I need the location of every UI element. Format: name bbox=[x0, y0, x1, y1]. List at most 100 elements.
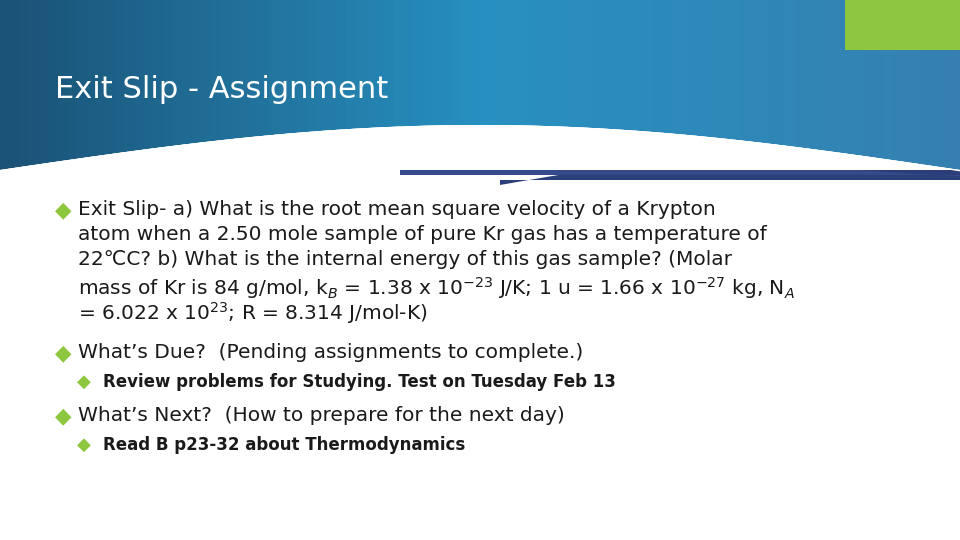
Bar bbox=[106, 0, 115, 170]
Bar bbox=[163, 0, 173, 170]
Bar bbox=[749, 0, 758, 170]
Polygon shape bbox=[500, 155, 960, 185]
Bar bbox=[614, 0, 624, 170]
Bar bbox=[902, 0, 912, 170]
Text: = 6.022 x 10$^{23}$; R = 8.314 J/mol-K): = 6.022 x 10$^{23}$; R = 8.314 J/mol-K) bbox=[78, 300, 427, 326]
Bar bbox=[29, 0, 38, 170]
Text: mass of Kr is 84 g/mol, k$_B$ = 1.38 x 10$^{-23}$ J/K; 1 u = 1.66 x 10$^{-27}$ k: mass of Kr is 84 g/mol, k$_B$ = 1.38 x 1… bbox=[78, 275, 795, 301]
Bar bbox=[288, 0, 298, 170]
Bar bbox=[691, 0, 701, 170]
Text: ◆: ◆ bbox=[55, 200, 71, 220]
Bar bbox=[336, 0, 346, 170]
Bar bbox=[787, 0, 797, 170]
Bar bbox=[624, 0, 634, 170]
Bar bbox=[662, 0, 672, 170]
Bar bbox=[182, 0, 192, 170]
Bar bbox=[518, 0, 528, 170]
Bar bbox=[682, 0, 691, 170]
Bar bbox=[605, 0, 614, 170]
Bar bbox=[720, 0, 730, 170]
Text: Review problems for Studying. Test on Tuesday Feb 13: Review problems for Studying. Test on Tu… bbox=[103, 373, 616, 391]
Bar bbox=[528, 0, 538, 170]
Bar bbox=[480, 0, 490, 170]
Text: Exit Slip - Assignment: Exit Slip - Assignment bbox=[55, 76, 388, 105]
Bar bbox=[0, 0, 10, 170]
Bar bbox=[48, 0, 58, 170]
Polygon shape bbox=[0, 125, 960, 170]
Bar bbox=[576, 0, 586, 170]
Text: What’s Due?  (Pending assignments to complete.): What’s Due? (Pending assignments to comp… bbox=[78, 343, 584, 362]
Bar bbox=[278, 0, 288, 170]
Polygon shape bbox=[0, 125, 960, 170]
Bar bbox=[259, 0, 269, 170]
Bar bbox=[845, 0, 960, 50]
Text: ◆: ◆ bbox=[77, 436, 91, 454]
Bar bbox=[240, 0, 250, 170]
Bar bbox=[115, 0, 125, 170]
Text: ◆: ◆ bbox=[77, 373, 91, 391]
Bar bbox=[653, 0, 662, 170]
Bar bbox=[922, 0, 931, 170]
Bar bbox=[250, 0, 259, 170]
Bar bbox=[883, 0, 893, 170]
Bar bbox=[931, 0, 941, 170]
Bar bbox=[835, 0, 845, 170]
Bar bbox=[634, 0, 643, 170]
Text: atom when a 2.50 mole sample of pure Kr gas has a temperature of: atom when a 2.50 mole sample of pure Kr … bbox=[78, 225, 767, 244]
Bar bbox=[509, 0, 518, 170]
Bar bbox=[384, 0, 394, 170]
Bar bbox=[403, 0, 413, 170]
Bar bbox=[125, 0, 134, 170]
Bar bbox=[154, 0, 163, 170]
Bar bbox=[173, 0, 182, 170]
Bar bbox=[221, 0, 230, 170]
Bar bbox=[86, 0, 96, 170]
Bar bbox=[758, 0, 768, 170]
Bar bbox=[470, 0, 480, 170]
Bar bbox=[566, 0, 576, 170]
Bar bbox=[672, 0, 682, 170]
Text: Read B p23-32 about Thermodynamics: Read B p23-32 about Thermodynamics bbox=[103, 436, 466, 454]
Bar bbox=[461, 0, 470, 170]
Bar bbox=[854, 0, 864, 170]
Bar bbox=[816, 0, 826, 170]
Bar bbox=[768, 0, 778, 170]
Bar bbox=[77, 0, 86, 170]
Bar bbox=[557, 0, 566, 170]
Bar bbox=[96, 0, 106, 170]
Bar bbox=[586, 0, 595, 170]
Bar bbox=[144, 0, 154, 170]
Bar bbox=[413, 0, 422, 170]
Text: ◆: ◆ bbox=[55, 343, 71, 363]
Bar bbox=[730, 0, 739, 170]
Bar bbox=[346, 0, 355, 170]
Text: What’s Next?  (How to prepare for the next day): What’s Next? (How to prepare for the nex… bbox=[78, 406, 564, 425]
Bar bbox=[739, 0, 749, 170]
Bar bbox=[38, 0, 48, 170]
Bar bbox=[701, 0, 710, 170]
Bar bbox=[134, 0, 144, 170]
Bar bbox=[307, 0, 317, 170]
Text: 22℃C? b) What is the internal energy of this gas sample? (Molar: 22℃C? b) What is the internal energy of … bbox=[78, 250, 732, 269]
Bar bbox=[326, 0, 336, 170]
Bar bbox=[499, 0, 509, 170]
Bar bbox=[845, 0, 854, 170]
Bar bbox=[422, 0, 432, 170]
Bar bbox=[202, 0, 211, 170]
Bar bbox=[893, 0, 902, 170]
Bar bbox=[538, 0, 547, 170]
Bar bbox=[451, 0, 461, 170]
Bar bbox=[211, 0, 221, 170]
Bar bbox=[643, 0, 653, 170]
Bar bbox=[19, 0, 29, 170]
Bar bbox=[547, 0, 557, 170]
Bar bbox=[826, 0, 835, 170]
Polygon shape bbox=[400, 126, 960, 176]
Polygon shape bbox=[0, 125, 960, 170]
Bar bbox=[317, 0, 326, 170]
Bar bbox=[778, 0, 787, 170]
Bar bbox=[269, 0, 278, 170]
Bar bbox=[442, 0, 451, 170]
Text: Exit Slip- a) What is the root mean square velocity of a Krypton: Exit Slip- a) What is the root mean squa… bbox=[78, 200, 716, 219]
Bar bbox=[374, 0, 384, 170]
